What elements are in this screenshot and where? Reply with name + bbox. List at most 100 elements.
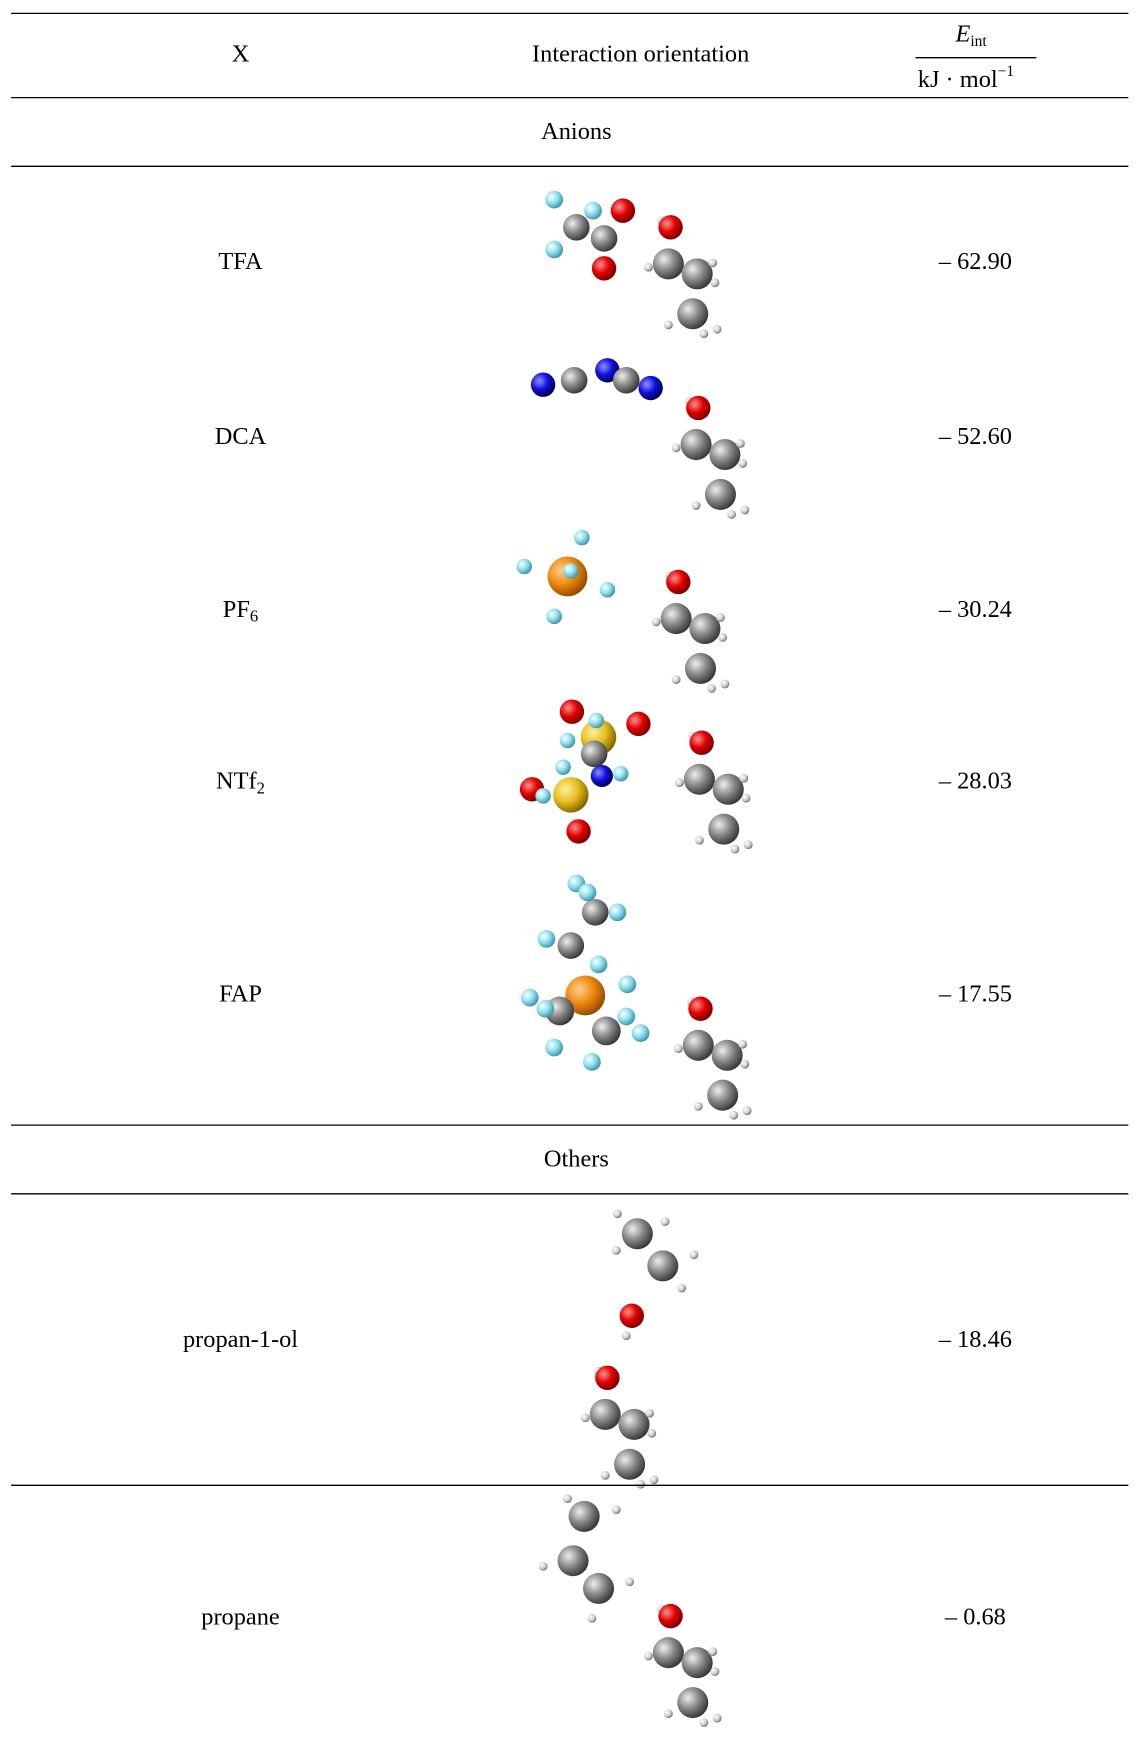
atom [591, 765, 613, 787]
hydrogen-atom [692, 501, 701, 510]
hydrogen-atom [744, 840, 753, 849]
atom [617, 1008, 635, 1026]
atom [521, 989, 539, 1007]
atom [517, 559, 533, 575]
hydrogen-atom [710, 278, 719, 287]
page: {"header":{"x":"X","orientation":"Intera… [0, 0, 1135, 1747]
hydrogen-atom [740, 1060, 749, 1069]
energy-unit: kJ · mol [918, 66, 998, 93]
atom [609, 903, 627, 921]
row-label-text: DCA [215, 422, 267, 449]
energy-superscript: −1 [998, 63, 1015, 80]
atom [708, 814, 739, 845]
row-energy: – 62.90 [938, 247, 1012, 274]
atom [618, 1409, 649, 1440]
hydrogen-atom [677, 1284, 686, 1293]
hydrogen-atom [729, 1111, 738, 1120]
hydrogen-atom [647, 1429, 656, 1438]
atom [583, 1053, 601, 1071]
hydrogen-atom [652, 617, 661, 626]
hydrogen-atom [645, 1409, 654, 1418]
molecule [521, 875, 752, 1120]
atom [677, 298, 708, 329]
atom [666, 570, 690, 594]
row-energy-text: – 52.60 [938, 422, 1012, 449]
row-label: propane [201, 1603, 280, 1630]
row-label-text: propane [201, 1603, 280, 1630]
hydrogen-atom [718, 633, 727, 642]
row-label-subscript: 6 [250, 606, 258, 625]
row-label: DCA [215, 422, 267, 449]
hydrogen-atom [727, 510, 736, 519]
row-label: NTf2 [216, 767, 265, 797]
row-energy-text: – 18.46 [938, 1326, 1012, 1353]
hydrogen-atom [689, 1250, 698, 1259]
section-title: Anions [541, 118, 611, 145]
hydrogen-atom [708, 1647, 717, 1656]
hydrogen-atom [743, 1106, 752, 1115]
hydrogen-atom [612, 1246, 621, 1255]
hydrogen-atom [730, 845, 739, 854]
row-energy: – 18.46 [938, 1326, 1012, 1353]
energy-subscript: int [970, 33, 987, 50]
row-label: PF6 [223, 595, 258, 625]
hydrogen-atom [661, 1217, 670, 1226]
atom [584, 202, 602, 220]
atom [653, 248, 684, 279]
row-energy: – 17.55 [938, 980, 1012, 1007]
row-label-text: propan-1-ol [183, 1326, 298, 1353]
atom [545, 241, 563, 259]
atom [545, 1039, 563, 1057]
hydrogen-atom [738, 459, 747, 468]
row-label-text: TFA [218, 247, 263, 274]
hydrogen-atom [622, 1331, 631, 1340]
atom [638, 376, 662, 400]
hydrogen-atom [739, 774, 748, 783]
atom [590, 1399, 621, 1430]
atom [560, 699, 584, 723]
row-label: FAP [219, 980, 262, 1007]
hydrogen-atom [713, 325, 722, 334]
header-x: X [232, 40, 250, 67]
atom [681, 429, 712, 460]
atom [712, 1040, 743, 1071]
atom [632, 1024, 650, 1042]
hydrogen-atom [713, 1714, 722, 1723]
molecule [531, 358, 749, 519]
atom [531, 373, 555, 397]
hydrogen-atom [699, 1718, 708, 1727]
section-title-text: Others [544, 1145, 609, 1172]
atom [653, 1637, 684, 1668]
atom [713, 774, 744, 805]
atom [684, 764, 715, 795]
hydrogen-atom [742, 794, 751, 803]
hydrogen-atom [738, 1040, 747, 1049]
atom [661, 603, 692, 634]
atom [579, 883, 597, 901]
hydrogen-atom [636, 1480, 645, 1489]
atom [611, 198, 635, 222]
atom [590, 956, 608, 974]
atom [689, 613, 720, 644]
atom [592, 1016, 621, 1045]
row-label-text: FAP [219, 980, 262, 1007]
atom [613, 367, 640, 394]
hydrogen-atom [710, 1667, 719, 1676]
header-orientation: Interaction orientation [532, 40, 749, 67]
atom [560, 733, 576, 749]
atom [613, 766, 629, 782]
hydrogen-atom [716, 613, 725, 622]
row-energy: – 30.24 [938, 595, 1012, 622]
atom [622, 1218, 653, 1249]
atom [689, 731, 713, 755]
row-energy: – 52.60 [938, 422, 1012, 449]
atom [618, 975, 636, 993]
molecule-images [517, 191, 753, 1727]
atom [555, 759, 571, 775]
row-energy-text: – 17.55 [938, 980, 1012, 1007]
row-energy-text: – 0.68 [944, 1603, 1006, 1630]
atom [536, 1000, 554, 1018]
hydrogen-atom [736, 439, 745, 448]
hydrogen-atom [587, 1614, 596, 1623]
atom [647, 1250, 678, 1281]
